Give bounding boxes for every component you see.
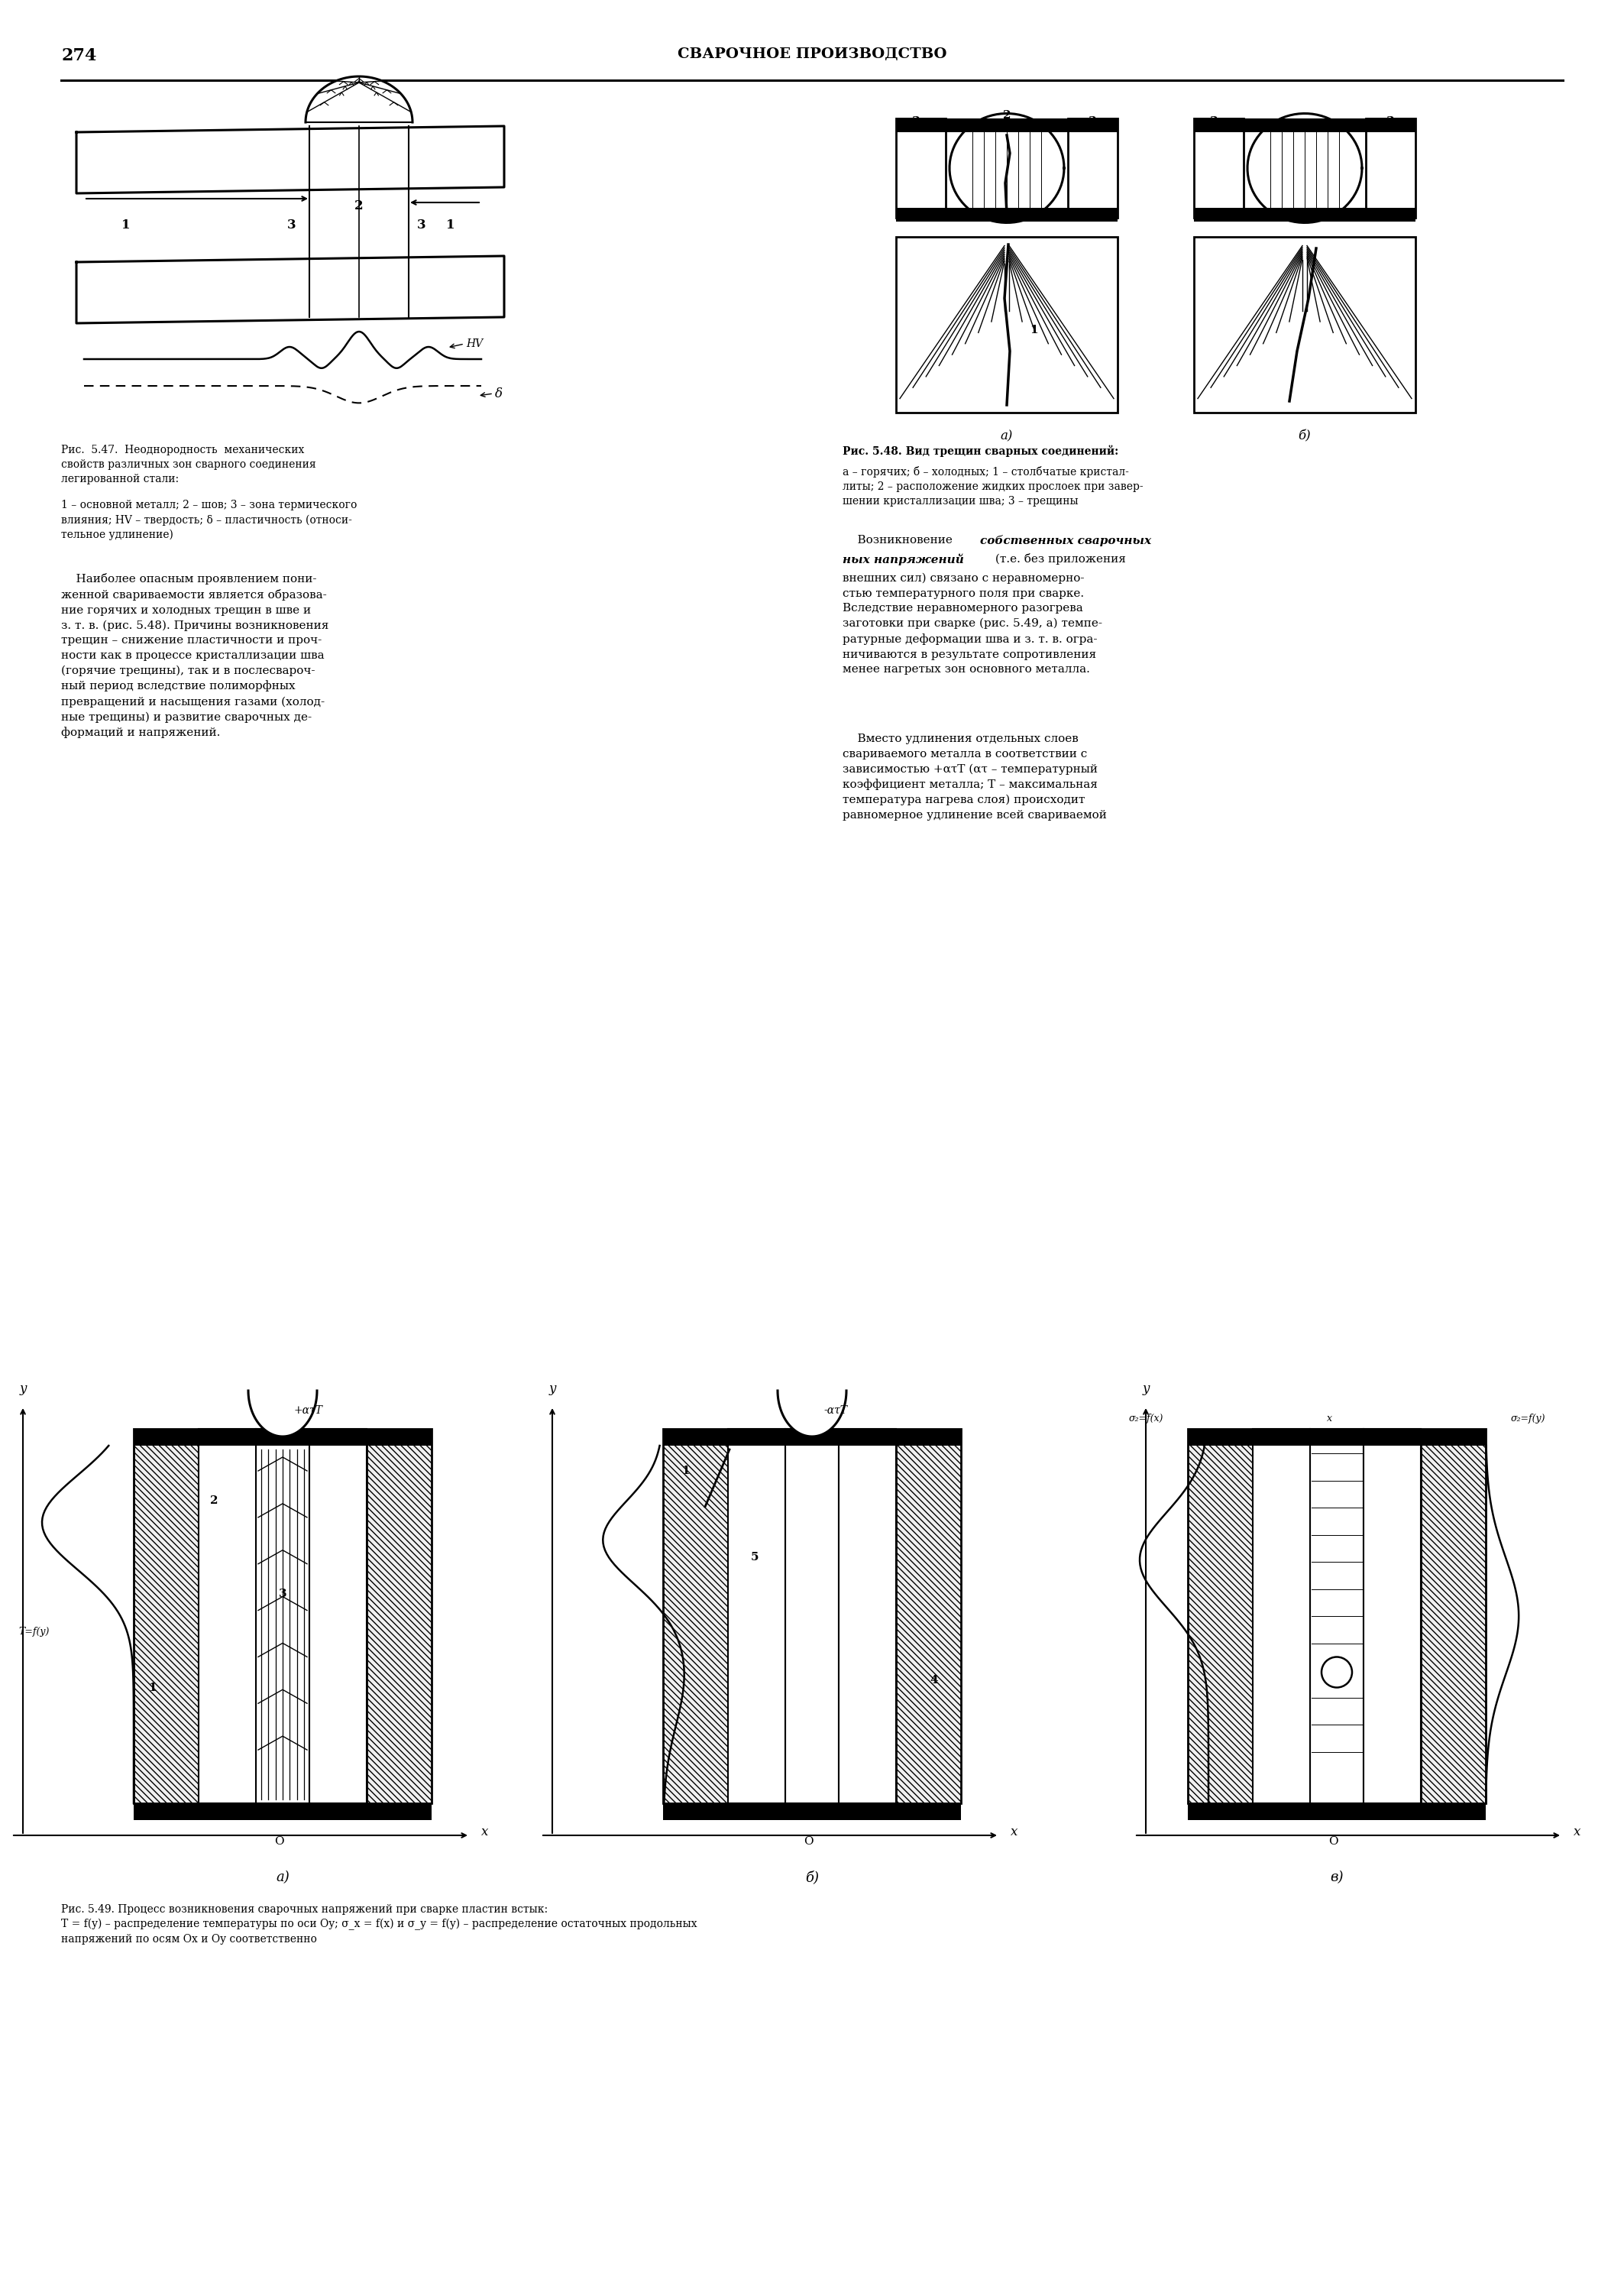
Text: x: x: [1010, 1826, 1018, 1838]
Text: σ₂=f(y): σ₂=f(y): [1510, 1414, 1544, 1423]
Bar: [896, 237, 1117, 412]
Text: x: x: [481, 1826, 489, 1838]
Text: внешних сил) связано с неравномерно-
стью температурного поля при сварке.
Вследс: внешних сил) связано с неравномерно- сть…: [843, 574, 1103, 674]
Text: y: y: [1142, 1382, 1150, 1396]
Text: 5: 5: [750, 1551, 758, 1562]
Text: СВАРОЧНОЕ ПРОИЗВОДСТВО: СВАРОЧНОЕ ПРОИЗВОДСТВО: [677, 48, 947, 61]
Bar: [1187, 1803, 1486, 1819]
Text: 3: 3: [911, 116, 919, 128]
Text: y: y: [19, 1382, 26, 1396]
Bar: [257, 1430, 309, 1803]
Bar: [896, 118, 1117, 132]
Text: Рис. 5.49. Процесс возникновения сварочных напряжений при сварке пластин встык:
: Рис. 5.49. Процесс возникновения сварочн…: [62, 1904, 697, 1945]
Text: Рис. 5.48. Вид трещин сварных соединений:: Рис. 5.48. Вид трещин сварных соединений…: [843, 444, 1119, 458]
Text: 4: 4: [931, 1676, 939, 1685]
Text: σ₂=f(x): σ₂=f(x): [1129, 1414, 1163, 1423]
Text: T=f(y): T=f(y): [19, 1628, 50, 1637]
Polygon shape: [76, 125, 503, 194]
Bar: [1194, 118, 1416, 132]
Bar: [1187, 1430, 1252, 1803]
Bar: [133, 1803, 432, 1819]
Text: 1: 1: [682, 1466, 690, 1475]
Bar: [1364, 1430, 1421, 1803]
Text: y: y: [549, 1382, 555, 1396]
Bar: [1366, 118, 1416, 219]
Bar: [1194, 207, 1416, 221]
Polygon shape: [248, 1391, 317, 1437]
Bar: [133, 1430, 198, 1803]
Text: 1: 1: [1030, 326, 1038, 335]
Polygon shape: [1247, 114, 1363, 223]
Text: -ατT: -ατT: [823, 1405, 848, 1416]
Bar: [663, 1803, 961, 1819]
Bar: [1421, 1430, 1486, 1803]
Bar: [1187, 1430, 1486, 1446]
Text: Вместо удлинения отдельных слоев
свариваемого металла в соответствии с
зависимос: Вместо удлинения отдельных слоев сварива…: [843, 733, 1108, 820]
Text: O: O: [804, 1835, 814, 1847]
Text: Рис.  5.47.  Неоднородность  механических
свойств различных зон сварного соедине: Рис. 5.47. Неоднородность механических с…: [62, 444, 317, 485]
Text: 2: 2: [1002, 109, 1010, 121]
Bar: [1311, 1430, 1364, 1803]
Text: Наиболее опасным проявлением пони-
женной свариваемости является образова-
ние г: Наиболее опасным проявлением пони- женно…: [62, 574, 328, 738]
Bar: [1252, 1430, 1311, 1803]
Text: а – горячих; б – холодных; 1 – столбчатые кристал-
литы; 2 – расположение жидких: а – горячих; б – холодных; 1 – столбчаты…: [843, 467, 1143, 505]
Text: 1: 1: [122, 219, 130, 232]
Text: 3: 3: [279, 1589, 287, 1601]
Text: 1 – основной металл; 2 – шов; 3 – зона термического
влияния; HV – твердость; δ –: 1 – основной металл; 2 – шов; 3 – зона т…: [62, 499, 357, 540]
Text: (т.е. без приложения: (т.е. без приложения: [992, 553, 1125, 565]
Bar: [896, 118, 945, 219]
Bar: [663, 1430, 961, 1446]
Bar: [1194, 237, 1416, 412]
Polygon shape: [778, 1391, 846, 1437]
Text: O: O: [1328, 1835, 1338, 1847]
Polygon shape: [305, 77, 412, 123]
Text: x: x: [1327, 1414, 1332, 1423]
Text: ных напряжений: ных напряжений: [843, 553, 965, 565]
Polygon shape: [76, 255, 503, 323]
Text: 2: 2: [209, 1496, 218, 1505]
Polygon shape: [950, 114, 1064, 223]
Text: δ: δ: [495, 387, 503, 401]
Text: HV: HV: [466, 339, 482, 348]
Bar: [1069, 118, 1117, 219]
Bar: [896, 207, 1117, 221]
Bar: [1194, 118, 1244, 219]
Text: 2: 2: [354, 200, 364, 212]
Bar: [786, 1430, 838, 1803]
Text: 3: 3: [1088, 116, 1096, 128]
Bar: [728, 1430, 786, 1803]
Text: б): б): [1298, 430, 1311, 442]
Bar: [133, 1430, 432, 1446]
Text: 274: 274: [62, 48, 96, 64]
Text: 3: 3: [1210, 116, 1218, 128]
Text: а): а): [1000, 430, 1013, 442]
Text: 3: 3: [1387, 116, 1395, 128]
Text: 1: 1: [447, 219, 455, 232]
Bar: [663, 1430, 728, 1803]
Text: O: O: [274, 1835, 284, 1847]
Text: б): б): [806, 1869, 818, 1885]
Bar: [198, 1430, 257, 1803]
Bar: [367, 1430, 432, 1803]
Text: +ατT: +ατT: [294, 1405, 323, 1416]
Text: в): в): [1330, 1869, 1343, 1885]
Text: а): а): [276, 1869, 289, 1885]
Text: Возникновение: Возникновение: [843, 535, 957, 546]
Bar: [896, 1430, 961, 1803]
Text: 3: 3: [287, 219, 296, 232]
Text: собственных сварочных: собственных сварочных: [979, 535, 1151, 546]
Text: x: x: [1574, 1826, 1582, 1838]
Text: 1: 1: [149, 1683, 158, 1694]
Bar: [309, 1430, 367, 1803]
Bar: [838, 1430, 896, 1803]
Text: 3: 3: [417, 219, 425, 232]
